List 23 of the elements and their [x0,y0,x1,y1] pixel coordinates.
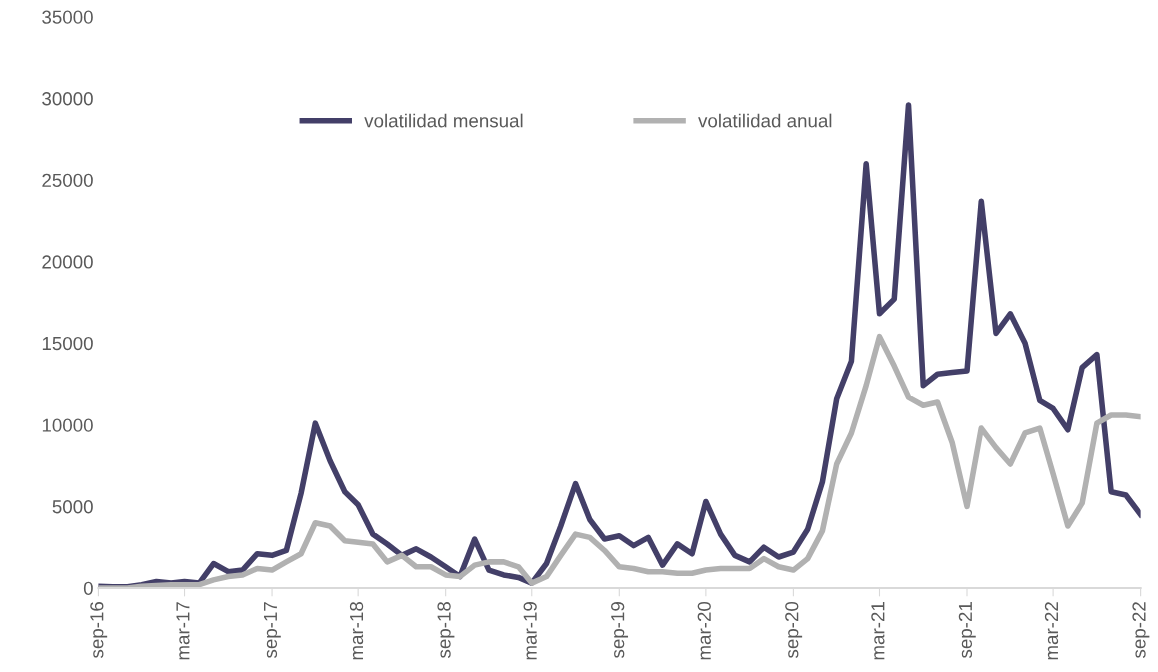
y-tick-label: 35000 [42,10,93,24]
x-tick-label: sep-16 [90,602,108,658]
y-tick-label: 20000 [42,255,93,269]
x-tick-label: sep-17 [264,602,281,658]
legend-label: volatilidad anual [698,113,832,128]
x-tick-label: mar-18 [349,602,364,660]
x-tick-label: sep-19 [611,602,629,658]
y-tick-label: 30000 [42,92,93,106]
legend-label: volatilidad mensual [364,113,523,128]
x-tick-label: mar-20 [697,601,711,660]
x-tick-label: sep-22 [1132,602,1150,658]
x-tick-label: sep-20 [785,601,803,658]
x-tick-label: sep-21 [958,602,976,658]
x-tick-label: mar-22 [1044,602,1059,660]
y-tick-label: 10000 [42,418,93,432]
x-tick-label: sep-18 [437,602,455,658]
y-tick-label: 15000 [42,336,93,351]
x-tick-label: mar-21 [871,602,885,660]
x-tick-label: mar-17 [176,602,190,660]
x-tick-label: mar-19 [523,602,537,660]
y-tick-label: 0 [83,581,93,595]
y-tick-label: 5000 [52,500,93,514]
y-tick-label: 25000 [42,173,93,187]
